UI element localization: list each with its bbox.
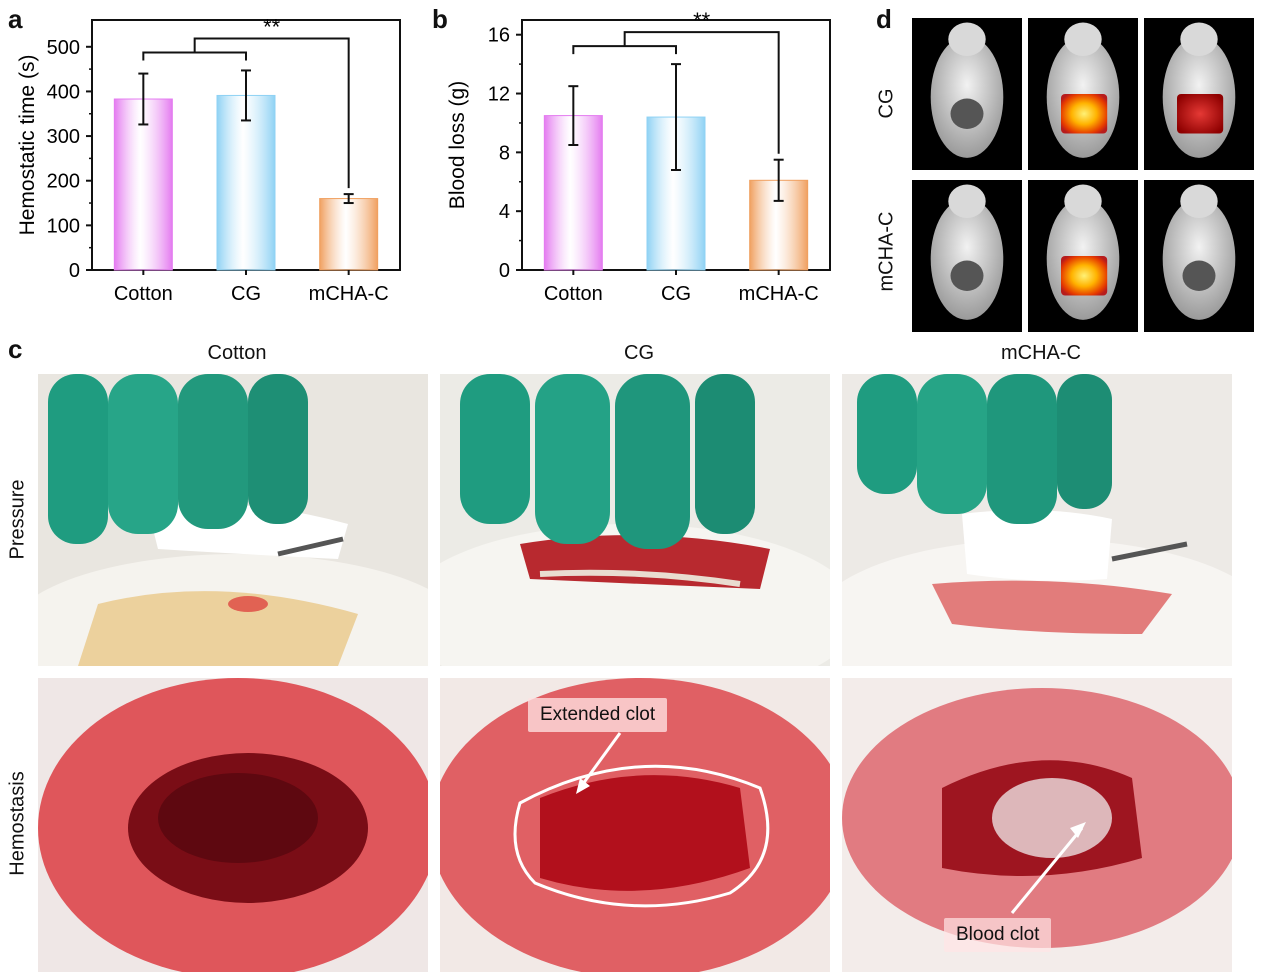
- blood-clot-arrow: [1010, 827, 1084, 914]
- mouse-head: [948, 184, 986, 218]
- mouse-body: [930, 36, 1004, 158]
- panel-d-imaging: [912, 18, 1264, 332]
- significance-bracket-right: [623, 31, 780, 154]
- mouse-head: [948, 22, 986, 56]
- panel-d-row-label-mcha-c: mCHA-C: [875, 211, 898, 292]
- panel-c-col-title-cg: CG: [624, 342, 654, 364]
- significance-bracket-left: [142, 51, 247, 61]
- x-tick-label: mCHA-C: [739, 283, 819, 305]
- y-tick-label: 0: [499, 260, 510, 282]
- significance-bracket-right: [193, 37, 350, 189]
- y-tick-label: 500: [47, 37, 80, 59]
- callout-blood-clot: Blood clot: [944, 918, 1052, 952]
- y-tick-label: 200: [47, 171, 80, 193]
- panel-letter-c: c: [8, 334, 23, 364]
- panel-c-row-label-hemostasis: Hemostasis: [6, 771, 29, 876]
- panel-c-row-label-pressure: Pressure: [6, 479, 29, 560]
- wound-site: [950, 260, 984, 291]
- photo-pressure-cotton: [38, 374, 428, 666]
- x-tick-label: Cotton: [114, 283, 173, 305]
- callout-extended-clot: Extended clot: [528, 698, 668, 732]
- photo-hemostasis-mcha-c: [842, 678, 1232, 972]
- panel-c-col-title-mcha-c: mCHA-C: [1001, 342, 1081, 364]
- fluorescence-signal: [1061, 256, 1108, 296]
- chart-b-blood-loss: 0 4 8 12 16 Blood loss (g) Cotton CG mCHA-C **: [446, 8, 831, 305]
- extended-clot-arrow: [578, 732, 622, 789]
- bar-cg: [216, 94, 276, 271]
- y-tick-label: 0: [69, 260, 80, 282]
- x-tick-label: CG: [661, 283, 691, 305]
- significance-label: **: [263, 14, 281, 39]
- wound-site: [950, 98, 984, 129]
- mouse-head: [1180, 22, 1218, 56]
- panel-c-col-title-cotton: Cotton: [207, 342, 267, 364]
- y-tick-label: 100: [47, 215, 80, 237]
- panel-letter-b: b: [432, 4, 448, 34]
- mouse-body: [1162, 198, 1236, 320]
- photo-pressure-cg: [440, 374, 830, 666]
- bar-mcha-c: [319, 198, 379, 271]
- x-tick-label: Cotton: [544, 283, 603, 305]
- y-tick-label: 8: [499, 142, 510, 164]
- panel-d-image-grid: [912, 18, 1254, 332]
- y-tick-label: 12: [488, 84, 510, 106]
- y-tick-label: 400: [47, 81, 80, 103]
- significance-label: **: [693, 8, 711, 33]
- significance-bracket-left: [572, 45, 677, 55]
- y-axis-label: Hemostatic time (s): [16, 55, 39, 236]
- y-tick-label: 4: [499, 201, 510, 223]
- y-tick-label: 300: [47, 126, 80, 148]
- x-tick-label: mCHA-C: [309, 283, 389, 305]
- photo-hemostasis-cg: [440, 678, 830, 972]
- mouse-head: [1064, 22, 1102, 56]
- photo-hemostasis-cotton: [38, 678, 428, 972]
- fluorescence-signal: [1061, 94, 1108, 134]
- mouse-head: [1064, 184, 1102, 218]
- panel-letter-d: d: [876, 4, 892, 34]
- panel-letter-a: a: [8, 4, 23, 34]
- bar-cotton: [113, 98, 173, 271]
- y-tick-label: 16: [488, 25, 510, 47]
- y-axis-label: Blood loss (g): [446, 81, 469, 209]
- wound-site: [1182, 260, 1216, 291]
- mouse-body: [930, 198, 1004, 320]
- fluorescence-signal: [1177, 94, 1224, 134]
- mouse-head: [1180, 184, 1218, 218]
- chart-a-hemostatic-time: 0 100 200 300 400 500 Hemostatic time (s) Cotto…: [16, 14, 401, 305]
- x-tick-label: CG: [231, 283, 261, 305]
- photo-pressure-mcha-c: [842, 374, 1232, 666]
